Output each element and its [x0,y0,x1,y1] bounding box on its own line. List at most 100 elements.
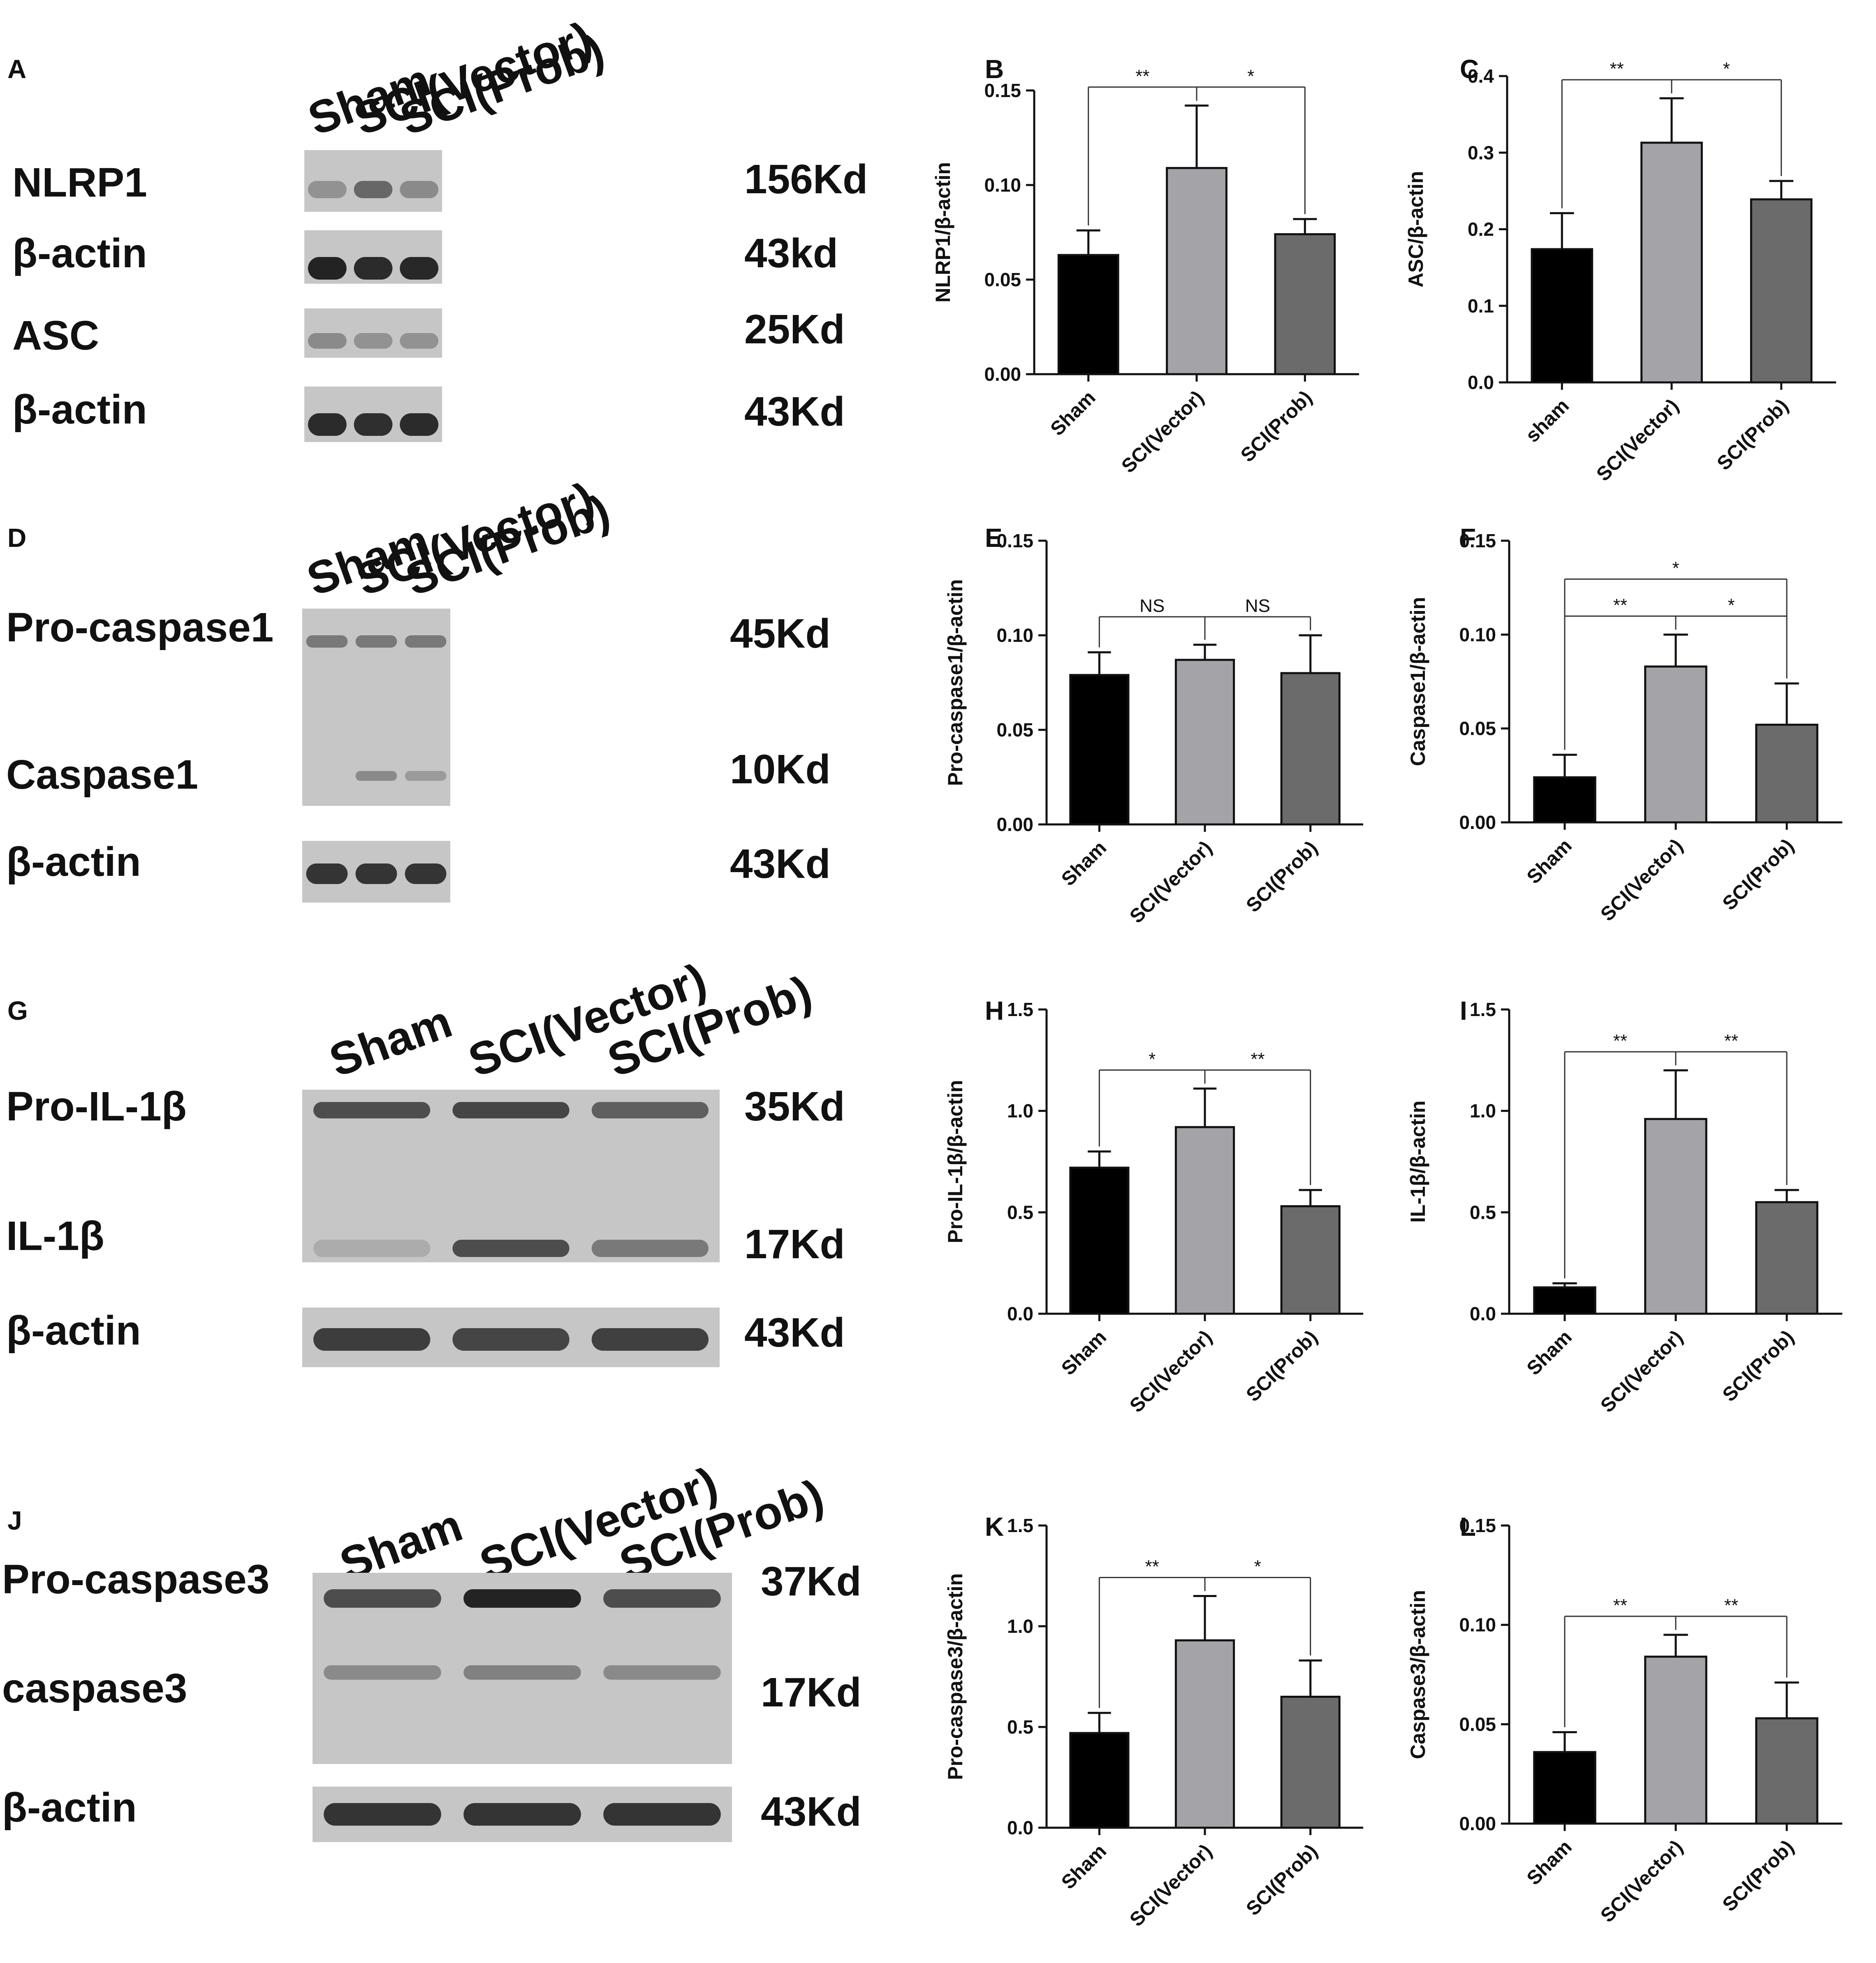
blot-band [308,333,347,349]
x-tick-label: SCI(Prob) [1713,395,1793,475]
blot-band [463,1803,581,1826]
x-tick-label: SCI(Vector) [1592,395,1683,485]
bar [1057,254,1119,375]
bar [1531,248,1593,384]
blot-row-label: β-actin [6,1308,141,1354]
blot-row-label: Pro-IL-1β [6,1083,187,1130]
molecular-weight-label: 35Kd [744,1083,845,1130]
x-tick-label: SCI(Prob) [1719,835,1798,914]
blot-band [452,1328,570,1351]
y-tick-label: 0.00 [984,363,1021,385]
significance-label: ** [1145,1557,1159,1577]
significance-label: NS [1245,596,1270,616]
y-tick-label: 0.00 [1459,812,1496,833]
panel-letter: H [985,996,1004,1025]
y-tick-label: 0.15 [984,80,1021,101]
x-tick-label: Sham [1057,1840,1111,1894]
y-tick-label: 0.10 [984,174,1021,196]
significance-label: * [1254,1557,1261,1577]
y-tick-label: 0.15 [996,530,1033,551]
bar [1166,167,1228,375]
significance-label: * [1728,595,1735,615]
bar [1750,198,1813,384]
blot-band [308,413,347,436]
chart-panel-K: K 0.0 0.5 1.0 1.5 Pro-caspase3/β-actin Sham SCI… [944,1512,1363,1931]
x-tick-label: Sham [1057,1326,1111,1380]
blot-band [324,1589,441,1608]
y-tick-label: 0.05 [996,719,1033,741]
bar [1069,1167,1130,1315]
blot-strip [302,609,450,806]
blot-strip [304,308,442,358]
significance-label: ** [1135,66,1149,86]
molecular-weight-label: 43kd [744,230,838,276]
significance-label: * [1723,59,1730,79]
blot-band [405,863,447,884]
molecular-weight-label: 43Kd [761,1789,862,1835]
chart-panel-C: C 0.0 0.1 0.2 0.3 0.4 ASC/β-actin sham SCI(Vecto… [1404,54,1836,486]
molecular-weight-label: 45Kd [730,611,831,657]
y-tick-label: 0.5 [1007,1201,1033,1223]
y-tick-label: 0.3 [1468,142,1494,163]
blot-band [355,635,397,648]
chart-panel-E: E 0.00 0.05 0.10 0.15 Pro-caspase1/β-actin Sha… [944,523,1363,928]
molecular-weight-label: 43Kd [744,389,845,435]
significance-label: ** [1613,595,1627,615]
y-tick-label: 1.0 [1007,1616,1033,1637]
bar [1069,1732,1130,1829]
blot-band [400,333,439,349]
blot-band [603,1589,721,1608]
blot-band [405,635,447,648]
x-tick-label: SCI(Prob) [1242,837,1322,917]
chart-panel-I: I 0.0 0.5 1.0 1.5 IL-1β/β-actin Sham SCI(Vector… [1406,996,1842,1417]
blot-row-label: IL-1β [6,1213,104,1259]
blot-row-label: NLRP1 [12,160,147,206]
y-tick-label: 0.15 [1459,530,1496,551]
x-tick-label: SCI(Vector) [1596,835,1687,925]
blot-row-label: β-actin [6,839,141,885]
y-tick-label: 0.4 [1468,65,1494,87]
y-tick-label: 0.0 [1007,1817,1033,1838]
y-tick-label: 0.10 [1459,1614,1496,1636]
y-tick-label: 0.10 [1459,624,1496,645]
x-tick-label: SCI(Vector) [1596,1326,1687,1417]
blot-row-label: Pro-caspase3 [2,1556,269,1602]
panel-letter: F [1460,523,1476,553]
y-tick-label: 0.05 [984,269,1021,290]
bar [1533,776,1596,824]
significance-label: ** [1613,1595,1627,1616]
bar [1533,1751,1596,1825]
molecular-weight-label: 43Kd [744,1310,845,1356]
blot-band [313,1240,431,1257]
molecular-weight-label: 17Kd [761,1669,862,1715]
y-tick-label: 0.0 [1007,1303,1033,1324]
chart-panel-L: L 0.00 0.05 0.10 0.15 Caspase3/β-actin Sham SCI… [1406,1512,1842,1927]
blot-band [354,257,393,280]
blot-band [308,181,347,198]
x-tick-label: Sham [1523,1326,1576,1380]
molecular-weight-label: 43Kd [730,841,831,887]
x-tick-label: SCI(Prob) [1719,1836,1798,1916]
x-tick-label: Sham [1047,387,1100,440]
blot-band [591,1328,709,1351]
x-tick-label: Sham [1057,837,1111,890]
blot-band [400,413,439,436]
y-axis-label: Pro-caspase1/β-actin [944,579,967,786]
significance-label: NS [1139,596,1165,616]
blot-band [591,1102,709,1118]
blot-band [463,1665,581,1680]
x-tick-label: SCI(Vector) [1126,1840,1216,1931]
blot-band [324,1803,441,1826]
significance-label: ** [1724,1595,1738,1616]
panel-letter: G [7,996,28,1025]
blot-band [324,1665,441,1680]
y-axis-label: Pro-IL-1β/β-actin [944,1080,967,1243]
blot-band [603,1665,721,1680]
panel-letter: E [985,523,1003,553]
blot-band [355,771,397,781]
y-tick-label: 0.1 [1468,295,1494,317]
y-tick-label: 1.0 [1470,1100,1496,1122]
y-axis-label: Caspase3/β-actin [1406,1590,1429,1759]
